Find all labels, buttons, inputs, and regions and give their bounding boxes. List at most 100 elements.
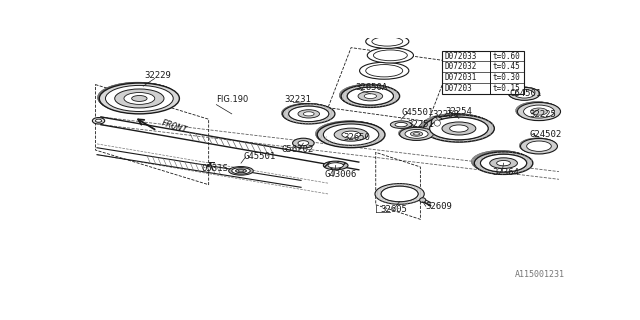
Ellipse shape [289, 106, 329, 122]
Text: FIG.190: FIG.190 [216, 95, 248, 104]
Ellipse shape [283, 104, 335, 124]
Ellipse shape [232, 168, 250, 174]
Text: 32225: 32225 [530, 110, 557, 119]
Ellipse shape [481, 154, 527, 172]
Ellipse shape [450, 125, 468, 132]
Ellipse shape [348, 87, 394, 105]
Ellipse shape [365, 35, 409, 48]
Ellipse shape [348, 87, 394, 105]
Ellipse shape [99, 83, 179, 114]
Ellipse shape [323, 161, 348, 170]
Ellipse shape [303, 112, 314, 116]
Ellipse shape [422, 114, 493, 141]
Ellipse shape [474, 152, 533, 174]
Text: 32251: 32251 [407, 120, 434, 129]
Text: G43006: G43006 [325, 170, 357, 179]
Text: C64501: C64501 [509, 89, 541, 98]
Ellipse shape [520, 138, 557, 154]
Ellipse shape [317, 122, 385, 148]
Ellipse shape [236, 169, 246, 173]
Ellipse shape [328, 163, 344, 168]
Ellipse shape [340, 84, 399, 107]
Text: t=0.45: t=0.45 [492, 62, 520, 71]
Ellipse shape [517, 102, 561, 121]
Ellipse shape [509, 87, 540, 100]
Text: D072032: D072032 [444, 62, 477, 71]
Ellipse shape [298, 110, 319, 118]
Ellipse shape [340, 84, 398, 107]
Ellipse shape [390, 121, 412, 128]
Ellipse shape [395, 123, 407, 127]
Ellipse shape [405, 129, 428, 138]
Text: t=0.15: t=0.15 [492, 84, 520, 93]
Ellipse shape [473, 151, 531, 174]
Ellipse shape [422, 115, 493, 142]
Ellipse shape [517, 102, 560, 120]
Ellipse shape [360, 62, 409, 79]
Text: 32254: 32254 [445, 107, 472, 116]
Ellipse shape [474, 151, 532, 174]
Ellipse shape [497, 160, 511, 166]
Ellipse shape [341, 85, 399, 108]
Ellipse shape [372, 37, 403, 46]
Text: A115001231: A115001231 [515, 270, 565, 279]
Ellipse shape [516, 101, 559, 120]
Ellipse shape [508, 87, 538, 100]
Ellipse shape [365, 65, 403, 77]
Text: 32609: 32609 [426, 202, 452, 211]
Text: G56202: G56202 [282, 145, 314, 154]
Ellipse shape [99, 83, 179, 114]
Text: 32229: 32229 [145, 71, 172, 80]
Ellipse shape [413, 133, 420, 135]
Text: t=0.60: t=0.60 [492, 52, 520, 60]
Ellipse shape [98, 82, 178, 113]
Ellipse shape [316, 121, 383, 147]
Ellipse shape [442, 122, 476, 135]
Ellipse shape [429, 117, 488, 140]
Text: G24502: G24502 [530, 130, 562, 139]
Ellipse shape [228, 166, 253, 175]
Ellipse shape [298, 141, 308, 146]
Ellipse shape [292, 138, 314, 148]
Ellipse shape [373, 50, 407, 61]
Ellipse shape [472, 151, 531, 173]
Text: G45501: G45501 [243, 152, 276, 161]
Text: D072033: D072033 [444, 52, 477, 60]
Ellipse shape [124, 92, 155, 104]
Ellipse shape [429, 117, 488, 140]
Ellipse shape [323, 124, 379, 145]
Ellipse shape [92, 117, 105, 124]
Text: FRONT: FRONT [160, 118, 189, 135]
Ellipse shape [282, 103, 334, 124]
Text: 32364: 32364 [492, 168, 519, 177]
Ellipse shape [132, 95, 147, 101]
Ellipse shape [95, 119, 102, 123]
Ellipse shape [516, 102, 559, 120]
Ellipse shape [524, 105, 554, 118]
Ellipse shape [342, 131, 360, 138]
Ellipse shape [339, 84, 398, 107]
Ellipse shape [508, 87, 539, 100]
Ellipse shape [424, 115, 494, 142]
Ellipse shape [531, 108, 547, 115]
Text: 32231: 32231 [284, 95, 311, 104]
Text: 0531S: 0531S [201, 164, 228, 173]
Bar [442, 51, 524, 94]
Ellipse shape [115, 89, 164, 108]
Ellipse shape [358, 92, 383, 101]
Ellipse shape [435, 120, 440, 126]
Ellipse shape [431, 117, 444, 129]
Ellipse shape [99, 83, 179, 113]
Ellipse shape [399, 127, 433, 140]
Ellipse shape [490, 158, 517, 168]
Ellipse shape [334, 128, 368, 141]
Ellipse shape [527, 141, 551, 151]
Text: t=0.30: t=0.30 [492, 73, 520, 82]
Text: D07203: D07203 [444, 84, 472, 93]
Ellipse shape [421, 114, 492, 141]
Ellipse shape [317, 121, 385, 148]
Ellipse shape [471, 150, 530, 173]
Ellipse shape [367, 48, 413, 63]
Ellipse shape [481, 154, 527, 172]
Text: G45501: G45501 [402, 108, 434, 117]
